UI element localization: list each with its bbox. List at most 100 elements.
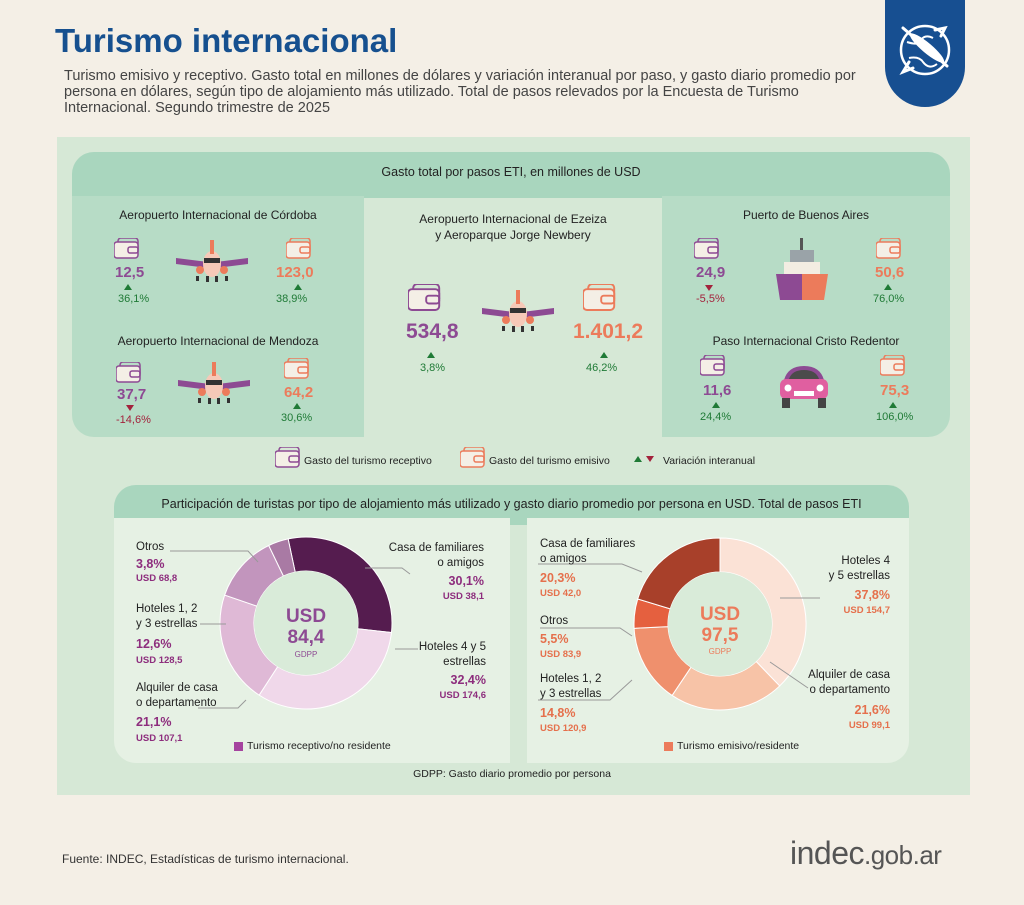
section1-header: Gasto total por pasos ETI, en millones d…: [72, 152, 950, 198]
receptivo-otros-usd: USD 68,8: [136, 573, 178, 584]
emisivo-hoteles45-label2: y 5 estrellas: [828, 570, 890, 582]
receptivo-donut-chart: [219, 536, 393, 710]
receptivo-hoteles45-label1: Hoteles 4 y 5: [418, 641, 486, 653]
emisivo-casa-label2: o amigos: [540, 553, 587, 565]
indec-logo: indec.gob.ar: [790, 835, 942, 872]
mendoza-title: Aeropuerto Internacional de Mendoza: [117, 334, 319, 348]
legend-emisivo-pie: Turismo emisivo/residente: [677, 740, 800, 752]
variation-down-icon: [126, 405, 134, 411]
emisivo-center-usd: USD: [699, 604, 741, 625]
tourism-logo-badge: [885, 0, 965, 107]
receptivo-alquiler-label2: o departamento: [136, 697, 217, 709]
receptivo-alquiler-label1: Alquiler de casa: [136, 682, 218, 694]
emisivo-hoteles45-usd: USD 154,7: [843, 605, 890, 616]
emisivo-hoteles45-label1: Hoteles 4: [841, 555, 890, 567]
legend-receptivo-swatch: [234, 742, 243, 751]
cordoba-emisivo-value: 123,0: [276, 264, 314, 281]
cristo-emisivo-value: 75,3: [880, 382, 910, 399]
emisivo-alquiler-label1: Alquiler de casa: [808, 669, 890, 681]
source-note: Fuente: INDEC, Estadísticas de turismo i…: [62, 852, 349, 866]
legend-down-icon: [646, 456, 654, 462]
receptivo-alquiler-usd: USD 107,1: [136, 733, 183, 744]
legend-receptivo: Gasto del turismo receptivo: [304, 455, 432, 467]
receptivo-casa-usd: USD 38,1: [442, 591, 484, 602]
variation-up-icon: [889, 402, 897, 408]
variation-up-icon: [600, 352, 608, 358]
variation-down-icon: [705, 285, 713, 291]
variation-up-icon: [124, 284, 132, 290]
mendoza-receptivo-value: 37,7: [117, 386, 147, 403]
emisivo-alquiler-pct: 21,6%: [854, 703, 890, 717]
variation-up-icon: [712, 402, 720, 408]
legend-receptivo-pie: Turismo receptivo/no residente: [247, 740, 391, 752]
receptivo-hoteles123-label1: Hoteles 1, 2: [136, 603, 198, 615]
section2-title: Participación de turistas por tipo de al…: [161, 497, 862, 511]
cristo-receptivo-variation: 24,4%: [700, 411, 732, 423]
emisivo-hoteles123-usd: USD 120,9: [540, 723, 587, 734]
donut-center: [254, 571, 358, 675]
ezeiza-receptivo-variation: 3,8%: [420, 362, 446, 374]
cordoba-emisivo-variation: 38,9%: [276, 293, 308, 305]
ezeiza-emisivo-value: 1.401,2: [573, 320, 644, 343]
emisivo-hoteles123-pct: 14,8%: [540, 706, 576, 720]
emisivo-alquiler-usd: USD 99,1: [848, 720, 890, 731]
ship-icon: [776, 238, 828, 300]
receptivo-center-usd: USD: [285, 606, 327, 627]
car-icon: [780, 366, 828, 408]
gdpp-note: GDPP: Gasto diario promedio por persona: [413, 768, 611, 780]
mendoza-receptivo-variation: -14,6%: [116, 414, 151, 426]
variation-up-icon: [294, 284, 302, 290]
indec-brand: indec: [790, 835, 865, 871]
receptivo-casa-label1: Casa de familiares: [388, 542, 484, 554]
receptivo-otros-pct: 3,8%: [136, 557, 165, 571]
mendoza-emisivo-value: 64,2: [284, 384, 314, 401]
indec-domain: .gob.ar: [864, 840, 942, 870]
puerto-receptivo-variation: -5,5%: [696, 293, 725, 305]
ezeiza-title-line2: y Aeroparque Jorge Newbery: [435, 228, 591, 242]
legend-variacion: Variación interanual: [663, 455, 756, 467]
cristo-receptivo-value: 11,6: [703, 382, 732, 399]
emisivo-center-value: 97,5: [701, 625, 739, 646]
section1-title: Gasto total por pasos ETI, en millones d…: [381, 165, 641, 179]
legend-emisivo-swatch: [664, 742, 673, 751]
receptivo-center-label: GDPP: [294, 650, 318, 659]
emisivo-casa-label1: Casa de familiares: [540, 538, 636, 550]
emisivo-donut-chart: [633, 537, 807, 711]
receptivo-hoteles45-label2: estrellas: [443, 656, 486, 668]
receptivo-hoteles45-pct: 32,4%: [450, 673, 486, 687]
puerto-emisivo-value: 50,6: [875, 264, 905, 281]
receptivo-casa-label2: o amigos: [437, 557, 484, 569]
emisivo-casa-pct: 20,3%: [540, 571, 576, 585]
legend-up-icon: [634, 456, 642, 462]
emisivo-otros-usd: USD 83,9: [540, 649, 582, 660]
emisivo-casa-usd: USD 42,0: [540, 588, 582, 599]
emisivo-center-label: GDPP: [708, 647, 732, 656]
emisivo-hoteles45-pct: 37,8%: [854, 588, 890, 602]
emisivo-hoteles123-label1: Hoteles 1, 2: [540, 673, 602, 685]
emisivo-alquiler-label2: o departamento: [809, 684, 890, 696]
puerto-title: Puerto de Buenos Aires: [742, 208, 870, 222]
emisivo-hoteles123-label2: y 3 estrellas: [540, 688, 602, 700]
cordoba-receptivo-variation: 36,1%: [118, 293, 150, 305]
page-subtitle: Turismo emisivo y receptivo. Gasto total…: [64, 68, 856, 116]
receptivo-hoteles123-label2: y 3 estrellas: [136, 618, 198, 630]
cordoba-title: Aeropuerto Internacional de Córdoba: [119, 208, 317, 222]
receptivo-hoteles123-usd: USD 128,5: [136, 655, 183, 666]
emisivo-otros-pct: 5,5%: [540, 632, 569, 646]
mendoza-emisivo-variation: 30,6%: [281, 412, 313, 424]
receptivo-hoteles45-usd: USD 174,6: [439, 690, 486, 701]
globe-plane-icon: [899, 24, 951, 76]
ezeiza-receptivo-value: 534,8: [406, 320, 459, 343]
ezeiza-emisivo-variation: 46,2%: [586, 362, 618, 374]
cristo-emisivo-variation: 106,0%: [876, 411, 914, 423]
puerto-receptivo-value: 24,9: [696, 264, 726, 281]
emisivo-otros-label: Otros: [540, 615, 569, 627]
variation-up-icon: [293, 403, 301, 409]
receptivo-casa-pct: 30,1%: [448, 574, 484, 588]
legend-emisivo: Gasto del turismo emisivo: [489, 455, 610, 467]
receptivo-hoteles123-pct: 12,6%: [136, 637, 172, 651]
ezeiza-title-line1: Aeropuerto Internacional de Ezeiza: [419, 212, 607, 226]
cristo-title: Paso Internacional Cristo Redentor: [712, 334, 900, 348]
variation-up-icon: [884, 284, 892, 290]
